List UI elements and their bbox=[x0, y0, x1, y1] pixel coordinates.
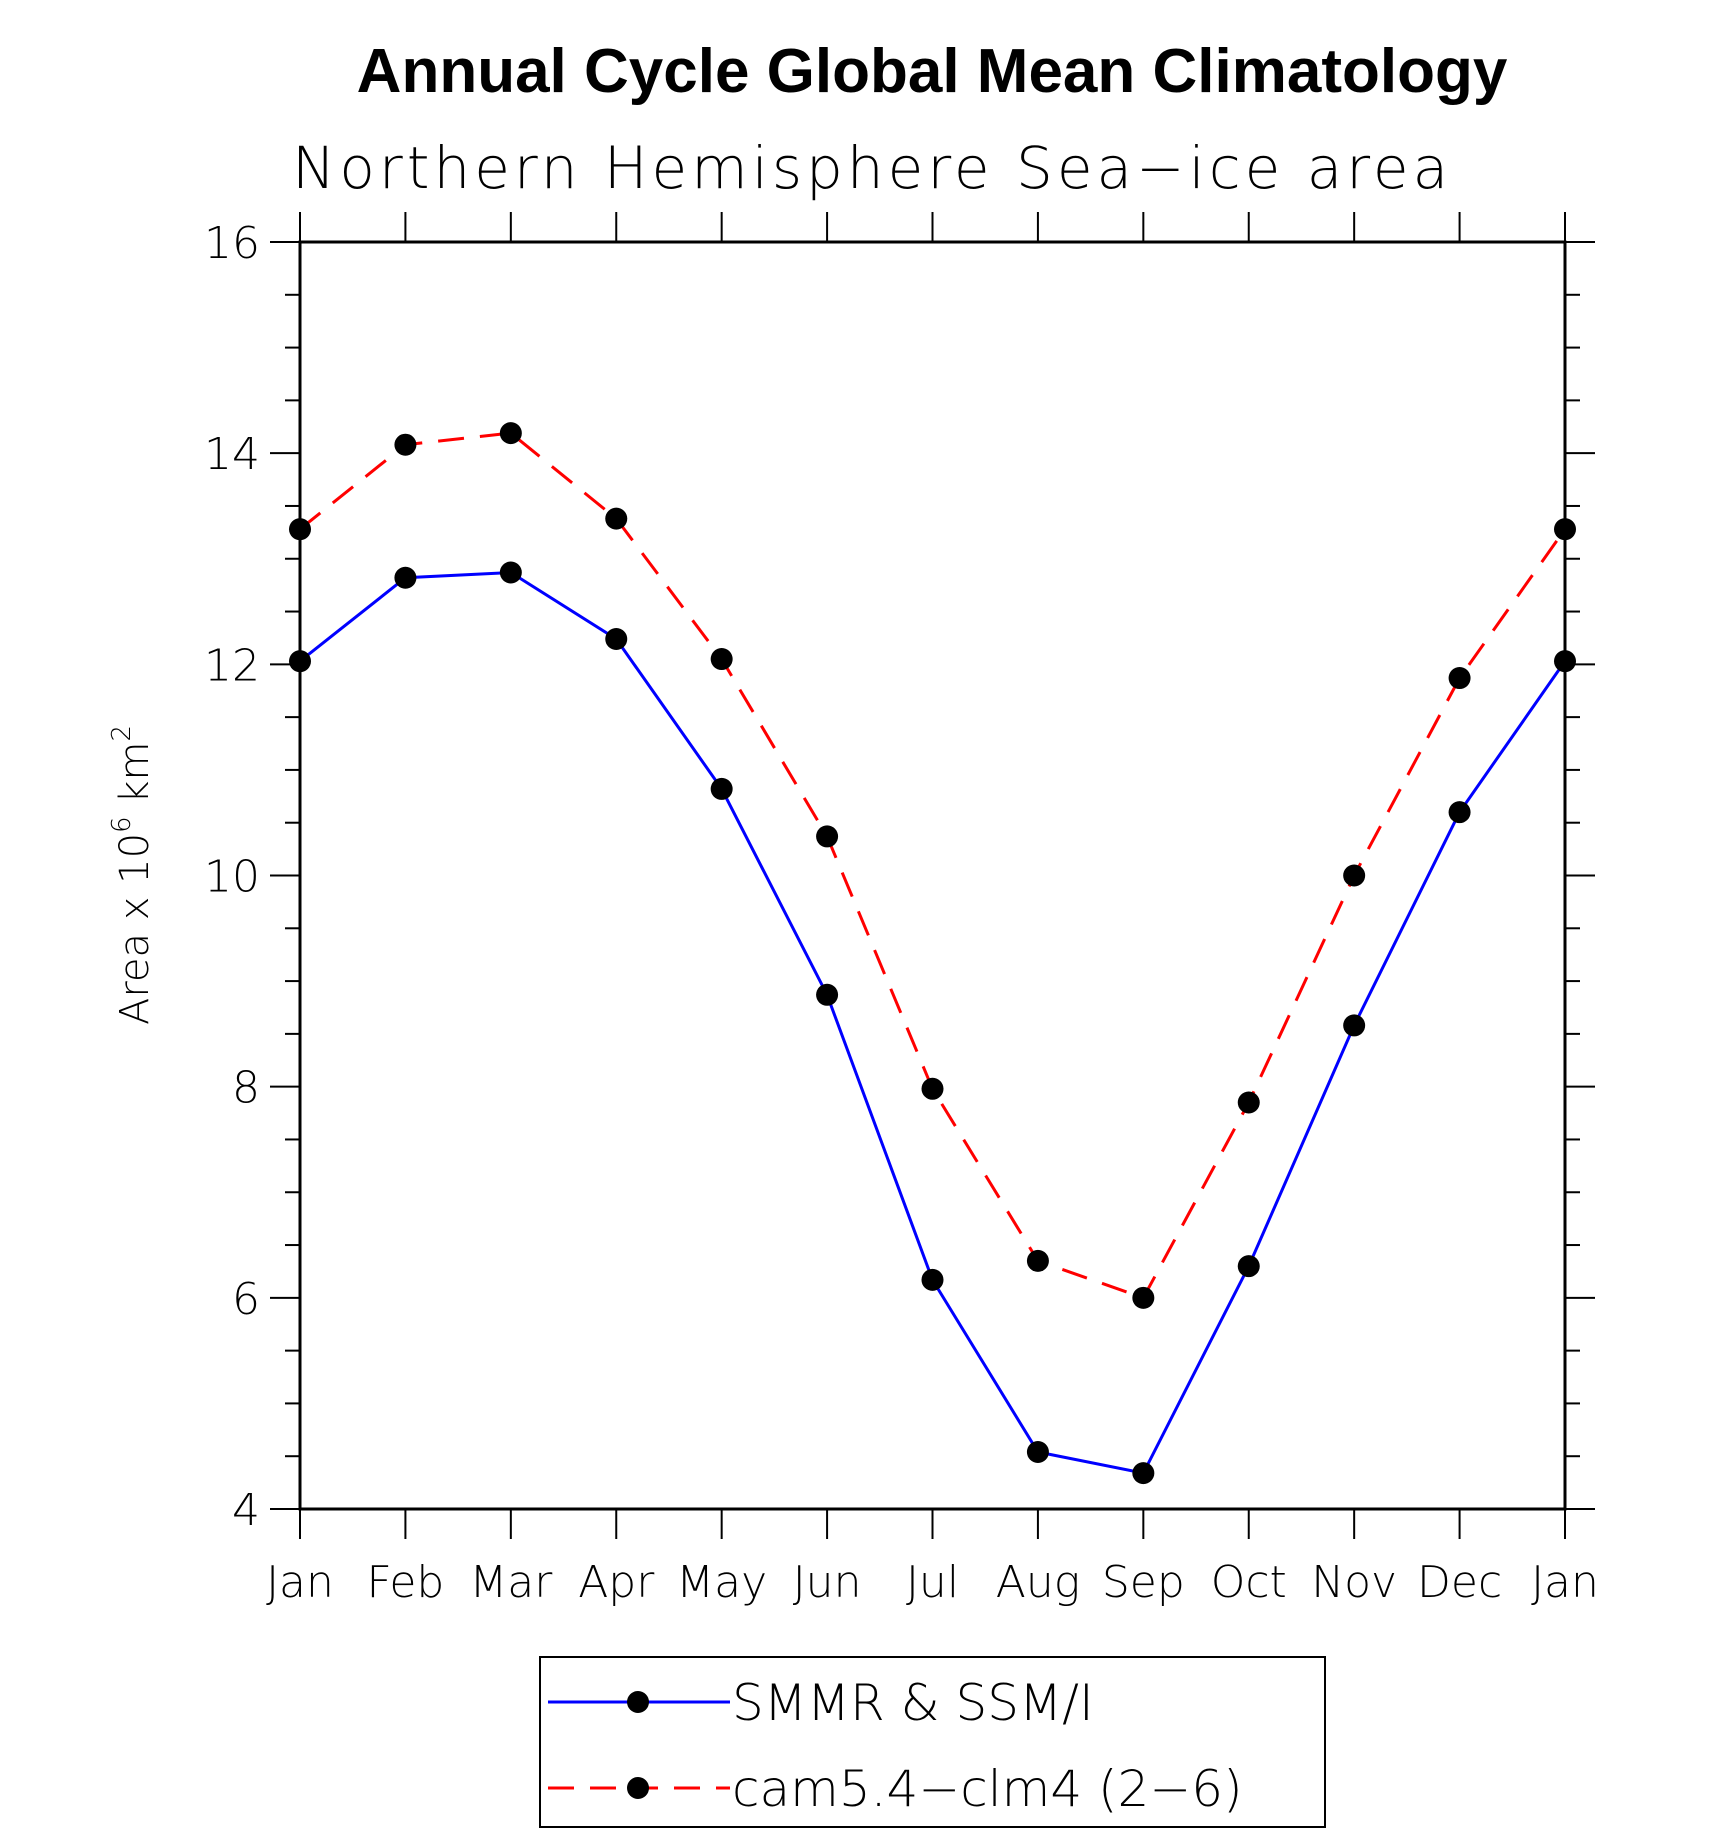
axis-ticks bbox=[270, 212, 1595, 1539]
legend-marker-smmr bbox=[627, 1691, 649, 1713]
series-0-point bbox=[1132, 1462, 1155, 1485]
x-tick-label: Dec bbox=[1417, 1557, 1502, 1608]
series-0-point bbox=[1448, 801, 1471, 824]
y-tick-labels: 4 6 8 10 12 14 16 bbox=[204, 218, 260, 1536]
x-tick-label: May bbox=[676, 1557, 767, 1608]
series-line-1 bbox=[299, 431, 1567, 1300]
series-1-point bbox=[499, 422, 522, 445]
x-tick-label: Nov bbox=[1311, 1557, 1397, 1608]
series-1-point bbox=[1132, 1286, 1155, 1309]
series-0-point bbox=[921, 1268, 944, 1291]
series-1-point bbox=[921, 1077, 944, 1100]
plot-frame bbox=[298, 240, 1567, 1511]
series-0-point bbox=[1237, 1255, 1260, 1278]
y-axis-label-prefix: Area x 10 bbox=[112, 833, 158, 1025]
series-1-point bbox=[1237, 1091, 1260, 1114]
x-tick-label: Oct bbox=[1211, 1557, 1287, 1608]
y-axis-label-exp1: 6 bbox=[107, 816, 137, 833]
series-1-point bbox=[816, 825, 839, 848]
y-axis-label-exp2: 2 bbox=[107, 725, 137, 742]
series-1-point bbox=[1448, 667, 1471, 690]
series-1-point bbox=[1554, 518, 1576, 541]
plot-area bbox=[298, 240, 1567, 1511]
x-tick-labels: Jan Feb Mar Apr May Jun Jul Aug Sep Oct Nov Dec Jan bbox=[266, 1557, 1599, 1608]
x-tick-label: Mar bbox=[469, 1557, 553, 1608]
series-1-point bbox=[1343, 864, 1366, 887]
x-tick-label: Aug bbox=[996, 1557, 1080, 1608]
series-0-point bbox=[1026, 1440, 1049, 1463]
x-tick-label: Apr bbox=[578, 1557, 655, 1608]
y-tick-label: 14 bbox=[204, 429, 260, 480]
series-0-point bbox=[605, 627, 628, 650]
series-layer bbox=[289, 422, 1576, 1485]
x-tick-label: Feb bbox=[366, 1557, 444, 1608]
x-tick-label: Jan bbox=[266, 1557, 334, 1608]
y-axis-label-mid: km bbox=[112, 742, 158, 817]
x-tick-label: Jul bbox=[906, 1557, 959, 1608]
y-tick-label: 12 bbox=[204, 640, 260, 691]
chart-subtitle: Northern Hemisphere Sea−ice area bbox=[292, 134, 1452, 202]
series-0-point bbox=[1554, 650, 1576, 673]
series-0-point bbox=[394, 566, 417, 589]
series-1-point bbox=[1026, 1249, 1049, 1272]
y-tick-label: 10 bbox=[204, 852, 260, 903]
series-0-point bbox=[1343, 1014, 1366, 1037]
y-tick-label: 4 bbox=[232, 1485, 260, 1536]
x-tick-label: Jun bbox=[793, 1557, 862, 1608]
legend-box bbox=[539, 1656, 1326, 1828]
series-1-point bbox=[394, 433, 417, 456]
chart-title: Annual Cycle Global Mean Climatology bbox=[357, 37, 1508, 106]
series-1-point bbox=[289, 518, 311, 541]
legend-marker-cam bbox=[627, 1777, 649, 1799]
x-tick-label: Jan bbox=[1531, 1557, 1599, 1608]
series-1-point bbox=[605, 507, 628, 530]
legend-label-cam: cam5.4−clm4 (2−6) bbox=[732, 1760, 1243, 1818]
series-1-point bbox=[710, 648, 733, 671]
series-0-point bbox=[710, 777, 733, 800]
y-tick-label: 16 bbox=[204, 218, 260, 269]
legend-label-smmr: SMMR & SSM/I bbox=[732, 1674, 1094, 1732]
legend: SMMR & SSM/I cam5.4−clm4 (2−6) bbox=[539, 1656, 1326, 1828]
series-0-point bbox=[816, 983, 839, 1006]
y-tick-label: 8 bbox=[232, 1063, 260, 1114]
series-0-point bbox=[289, 650, 311, 673]
x-tick-label: Sep bbox=[1102, 1557, 1185, 1608]
y-axis-label: Area x 106 km2 bbox=[107, 725, 158, 1025]
series-line-0 bbox=[299, 570, 1567, 1475]
y-tick-label: 6 bbox=[232, 1274, 260, 1325]
series-0-point bbox=[499, 561, 522, 584]
